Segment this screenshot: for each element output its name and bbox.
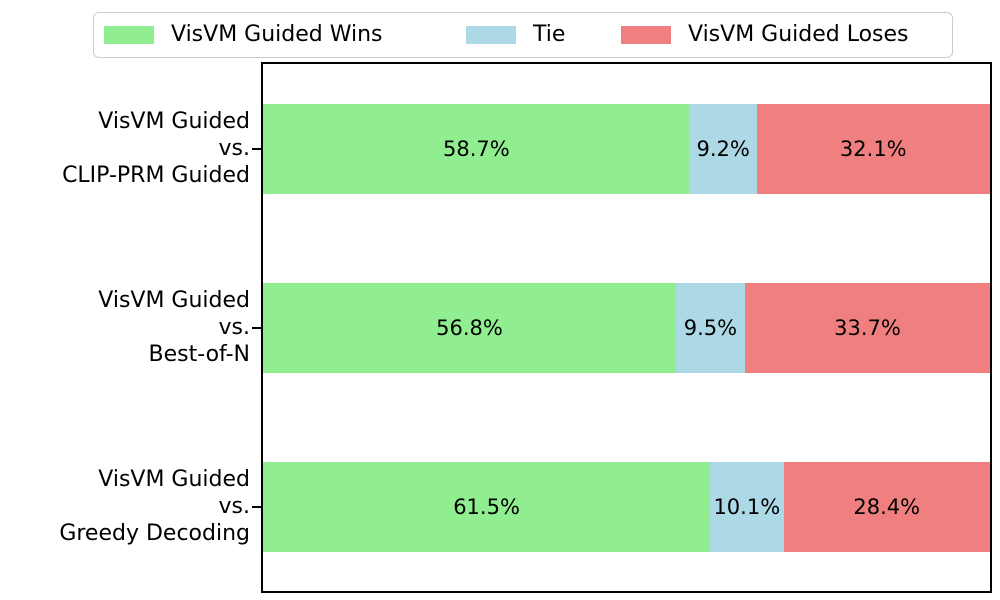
segment-tie: 9.5% bbox=[675, 283, 745, 373]
segment-value-label: 9.2% bbox=[696, 137, 750, 161]
segment-tie: 9.2% bbox=[689, 104, 757, 194]
legend-item-wins: VisVM Guided Wins bbox=[104, 13, 383, 57]
segment-value-label: 28.4% bbox=[853, 495, 921, 519]
segment-tie: 10.1% bbox=[710, 462, 784, 552]
category-label-line: Greedy Decoding bbox=[59, 521, 250, 546]
segment-loses: 28.4% bbox=[783, 462, 990, 552]
segment-value-label: 56.8% bbox=[436, 316, 503, 340]
wins-color-swatch bbox=[104, 26, 154, 44]
plot-area: 58.7% 9.2% 32.1% 56.8% 9.5% 33.7% 61.5% bbox=[261, 62, 992, 593]
bar-row-clip-prm: 58.7% 9.2% 32.1% bbox=[263, 104, 990, 194]
category-label-line: vs. bbox=[218, 136, 250, 161]
category-label-clip-prm: VisVM Guided vs. CLIP-PRM Guided bbox=[0, 108, 250, 189]
bar-row-best-of-n: 56.8% 9.5% 33.7% bbox=[263, 283, 990, 373]
category-label-line: vs. bbox=[218, 494, 250, 519]
category-label-line: Best-of-N bbox=[148, 342, 250, 367]
chart-legend: VisVM Guided Wins Tie VisVM Guided Loses bbox=[93, 12, 953, 58]
category-label-greedy: VisVM Guided vs. Greedy Decoding bbox=[0, 466, 250, 547]
category-label-line: VisVM Guided bbox=[98, 288, 250, 313]
segment-wins: 61.5% bbox=[263, 462, 711, 552]
legend-label-loses: VisVM Guided Loses bbox=[688, 22, 909, 47]
category-label-line: CLIP-PRM Guided bbox=[62, 163, 250, 188]
segment-value-label: 33.7% bbox=[834, 316, 901, 340]
segment-value-label: 9.5% bbox=[683, 316, 738, 340]
category-label-line: VisVM Guided bbox=[98, 109, 250, 134]
y-tick bbox=[252, 148, 261, 150]
legend-item-tie: Tie bbox=[466, 13, 565, 57]
segment-loses: 32.1% bbox=[756, 104, 990, 194]
segment-value-label: 10.1% bbox=[713, 495, 781, 519]
category-label-line: VisVM Guided bbox=[98, 467, 250, 492]
segment-value-label: 61.5% bbox=[453, 495, 520, 519]
legend-label-tie: Tie bbox=[533, 22, 566, 47]
category-label-line: vs. bbox=[218, 315, 250, 340]
segment-value-label: 58.7% bbox=[443, 137, 510, 161]
bar-row-greedy: 61.5% 10.1% 28.4% bbox=[263, 462, 990, 552]
loses-color-swatch bbox=[621, 26, 671, 44]
segment-wins: 56.8% bbox=[263, 283, 676, 373]
tie-color-swatch bbox=[466, 26, 516, 44]
y-tick bbox=[252, 506, 261, 508]
y-tick bbox=[252, 327, 261, 329]
legend-item-loses: VisVM Guided Loses bbox=[621, 13, 909, 57]
legend-label-wins: VisVM Guided Wins bbox=[171, 22, 383, 47]
segment-value-label: 32.1% bbox=[839, 137, 907, 161]
category-label-best-of-n: VisVM Guided vs. Best-of-N bbox=[0, 287, 250, 368]
segment-loses: 33.7% bbox=[744, 283, 990, 373]
segment-wins: 58.7% bbox=[263, 104, 690, 194]
